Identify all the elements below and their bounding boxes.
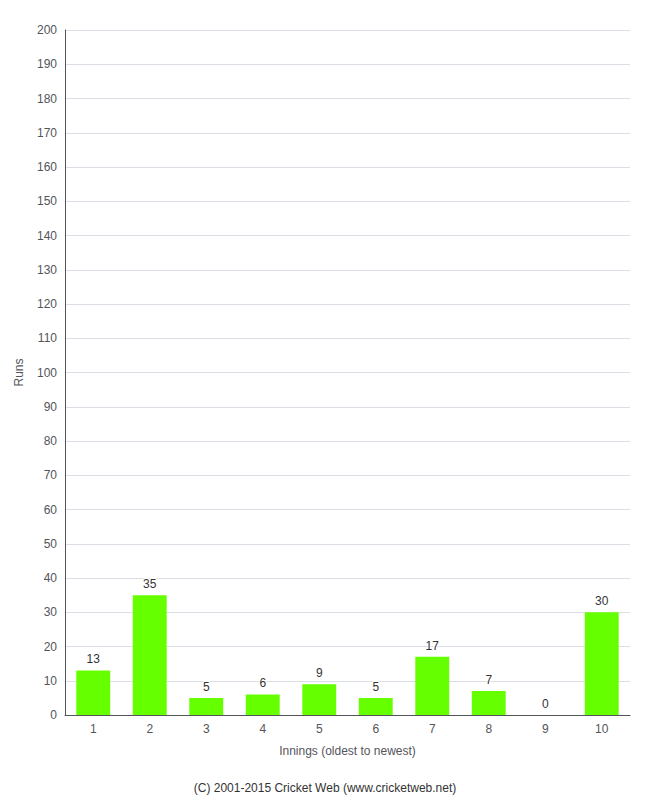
svg-text:35: 35: [143, 577, 157, 591]
svg-text:5: 5: [316, 722, 323, 736]
svg-text:110: 110: [38, 331, 57, 345]
svg-text:8: 8: [485, 722, 492, 736]
svg-text:120: 120: [37, 297, 57, 311]
svg-text:9: 9: [542, 722, 549, 736]
svg-text:1: 1: [90, 722, 97, 736]
svg-text:90: 90: [44, 400, 58, 414]
svg-text:130: 130: [37, 263, 57, 277]
svg-text:9: 9: [316, 666, 323, 680]
svg-text:6: 6: [259, 676, 266, 690]
svg-text:160: 160: [37, 160, 57, 174]
svg-text:140: 140: [37, 229, 57, 243]
svg-text:17: 17: [426, 639, 440, 653]
svg-text:100: 100: [37, 366, 57, 380]
svg-text:6: 6: [372, 722, 379, 736]
svg-text:30: 30: [44, 605, 58, 619]
svg-text:70: 70: [44, 468, 58, 482]
svg-text:4: 4: [259, 722, 266, 736]
svg-text:170: 170: [37, 126, 57, 140]
svg-text:Innings (oldest to newest): Innings (oldest to newest): [279, 744, 416, 758]
svg-text:5: 5: [372, 680, 379, 694]
svg-text:0: 0: [50, 708, 57, 722]
svg-text:40: 40: [44, 571, 58, 585]
svg-text:0: 0: [542, 697, 549, 711]
svg-text:13: 13: [87, 652, 101, 666]
svg-text:80: 80: [44, 434, 58, 448]
svg-text:150: 150: [37, 194, 57, 208]
svg-text:5: 5: [203, 680, 210, 694]
svg-text:10: 10: [44, 674, 58, 688]
svg-text:7: 7: [485, 673, 492, 687]
svg-text:200: 200: [37, 23, 57, 37]
svg-text:190: 190: [37, 57, 57, 71]
svg-text:180: 180: [37, 92, 57, 106]
svg-text:2: 2: [146, 722, 153, 736]
svg-text:10: 10: [595, 722, 609, 736]
svg-text:7: 7: [429, 722, 436, 736]
svg-text:20: 20: [44, 640, 58, 654]
svg-text:30: 30: [595, 594, 609, 608]
svg-text:(C) 2001-2015 Cricket Web (www: (C) 2001-2015 Cricket Web (www.cricketwe…: [194, 781, 457, 795]
svg-text:3: 3: [203, 722, 210, 736]
svg-text:Runs: Runs: [12, 358, 26, 386]
svg-text:60: 60: [44, 503, 58, 517]
svg-text:50: 50: [44, 537, 58, 551]
